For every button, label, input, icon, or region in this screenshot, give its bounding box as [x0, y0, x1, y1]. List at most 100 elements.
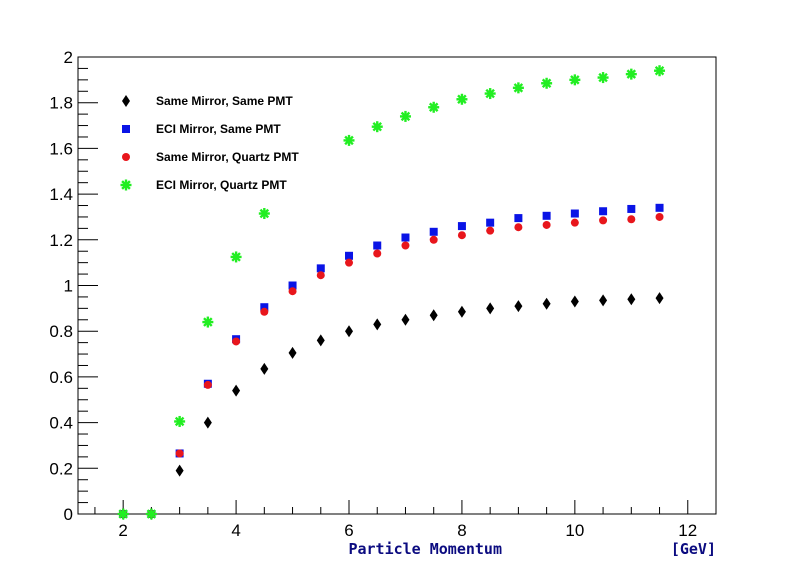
legend-label: Same Mirror, Same PMT: [156, 94, 293, 108]
star-stroke: [626, 69, 637, 79]
data-point: [371, 121, 383, 133]
legend-marker: [120, 179, 132, 191]
x-tick-label: 10: [565, 521, 584, 540]
star-stroke: [174, 416, 185, 427]
data-point: [401, 241, 410, 250]
series-eci-mirror-same-pmt: [119, 203, 664, 518]
series-eci-mirror-quartz-pmt: [117, 65, 666, 520]
y-tick-label: 1: [64, 277, 73, 296]
data-point: [654, 65, 666, 77]
axes: 0 0.2 0.4 0.6 0.8 1 1.2 1.4 1.6 1.8 2 2 4 6 8 10 12: [49, 48, 717, 540]
star-stroke: [654, 65, 665, 76]
data-point: [569, 74, 581, 86]
data-point: [486, 226, 495, 235]
data-point: [514, 300, 523, 313]
data-point: [288, 346, 297, 359]
data-point: [570, 209, 579, 218]
data-point: [203, 380, 212, 389]
data-point: [232, 337, 241, 346]
x-tick-label: 6: [344, 521, 353, 540]
data-point: [457, 231, 466, 240]
x-tick-label: 12: [678, 521, 697, 540]
data-point: [599, 207, 608, 216]
data-point: [401, 233, 410, 242]
data-point: [429, 227, 438, 236]
data-point: [655, 203, 664, 212]
y-tick-label: 0: [64, 505, 73, 524]
star-stroke: [231, 252, 241, 262]
star-stroke: [259, 208, 270, 219]
y-tick-label: 0.8: [49, 322, 73, 341]
y-tick-label: 0.6: [49, 368, 73, 387]
data-point: [345, 325, 354, 338]
data-point: [145, 508, 157, 520]
star-stroke: [541, 78, 552, 89]
data-point: [541, 77, 553, 89]
data-point: [625, 68, 637, 80]
data-point: [484, 88, 496, 100]
star-stroke: [485, 88, 495, 99]
data-point: [316, 271, 325, 280]
legend-label: ECI Mirror, Quartz PMT: [156, 178, 287, 192]
data-point: [288, 281, 297, 290]
data-point: [627, 204, 636, 213]
data-point: [655, 212, 664, 221]
legend: Same Mirror, Same PMT ECI Mirror, Same PM…: [120, 94, 299, 192]
data-point: [570, 295, 579, 308]
y-tick-label: 1.4: [49, 185, 73, 204]
star-stroke: [513, 83, 524, 93]
star-stroke: [344, 135, 354, 146]
data-point: [373, 318, 382, 331]
star-stroke: [428, 102, 439, 113]
star-stroke: [598, 72, 608, 83]
star-stroke: [203, 317, 213, 327]
data-point: [260, 303, 269, 312]
data-marks: [117, 65, 666, 520]
data-point: [399, 110, 411, 122]
data-point: [599, 216, 608, 225]
y-tick-label: 1.2: [49, 231, 73, 250]
legend-marker: [122, 125, 130, 133]
x-tick-label: 8: [457, 521, 466, 540]
data-point: [457, 305, 466, 318]
data-point: [373, 249, 382, 258]
data-point: [486, 218, 495, 227]
y-tick-label: 1.8: [49, 94, 73, 113]
legend-label: Same Mirror, Quartz PMT: [156, 150, 299, 164]
data-point: [428, 101, 440, 113]
data-point: [512, 82, 524, 94]
x-tick-label: 4: [231, 521, 240, 540]
data-point: [542, 211, 551, 220]
data-point: [599, 294, 608, 307]
data-point: [345, 251, 354, 260]
data-point: [655, 292, 664, 305]
series-same-mirror-same-pmt: [119, 292, 664, 520]
data-point: [542, 297, 551, 310]
data-point: [258, 208, 270, 220]
data-point: [260, 362, 269, 375]
y-tick-label: 2: [64, 48, 73, 67]
data-point: [401, 313, 410, 326]
legend-marker: [122, 153, 130, 161]
data-point: [514, 214, 523, 223]
data-point: [343, 134, 355, 146]
data-point: [429, 235, 438, 244]
y-tick-label: 1.6: [49, 139, 73, 158]
data-point: [456, 93, 468, 105]
data-point: [316, 334, 325, 347]
data-point: [175, 464, 184, 477]
data-point: [316, 264, 325, 273]
data-point: [627, 215, 636, 224]
data-point: [627, 293, 636, 306]
data-point: [117, 508, 129, 520]
star-stroke: [121, 180, 131, 190]
star-stroke: [118, 509, 128, 519]
data-point: [175, 449, 184, 458]
data-point: [203, 416, 212, 429]
data-point: [457, 222, 466, 231]
data-point: [202, 316, 214, 328]
data-point: [486, 302, 495, 315]
data-point: [373, 241, 382, 250]
star-stroke: [457, 94, 467, 105]
star-stroke: [570, 75, 580, 85]
